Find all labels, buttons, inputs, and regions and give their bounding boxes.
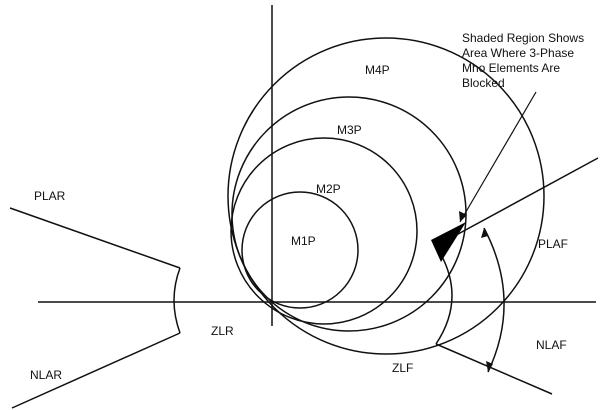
- annotation-arrowhead: [459, 211, 467, 222]
- nlaf-boundary-line: [435, 343, 553, 395]
- nlar-boundary-line: [11, 332, 181, 409]
- label-zlr: ZLR: [211, 324, 234, 338]
- plaf-boundary-line: [435, 157, 599, 247]
- plar-boundary-line: [9, 207, 181, 269]
- label-nlar: NLAR: [30, 368, 62, 382]
- load-angle-arrowhead-top: [481, 228, 488, 238]
- label-m1p: M1P: [291, 234, 316, 248]
- mho-circle-m4p: [227, 37, 545, 355]
- annotation-leader-line: [459, 91, 537, 223]
- zlf-arc: [435, 245, 453, 345]
- label-plaf: PLAF: [538, 237, 568, 251]
- annotation-line-2: Area Where 3-Phase: [462, 46, 574, 60]
- label-m3p: M3P: [337, 123, 362, 137]
- blocked-region-shading: [431, 222, 466, 262]
- label-nlaf: NLAF: [536, 338, 567, 352]
- annotation-line-1: Shaded Region Shows: [462, 31, 584, 45]
- label-m2p: M2P: [316, 182, 341, 196]
- label-plar: PLAR: [34, 189, 66, 203]
- label-m4p: M4P: [365, 63, 390, 77]
- mho-circle-m2p: [230, 137, 418, 325]
- load-angle-arc: [483, 227, 505, 373]
- mho-circle-m1p: [241, 191, 359, 309]
- label-zlf: ZLF: [392, 361, 413, 375]
- annotation-line-4: Blocked: [462, 76, 505, 90]
- load-angle-arrowhead-bottom: [486, 361, 493, 372]
- annotation-line-3: Mho Elements Are: [462, 61, 560, 75]
- zlr-arc: [173, 267, 181, 334]
